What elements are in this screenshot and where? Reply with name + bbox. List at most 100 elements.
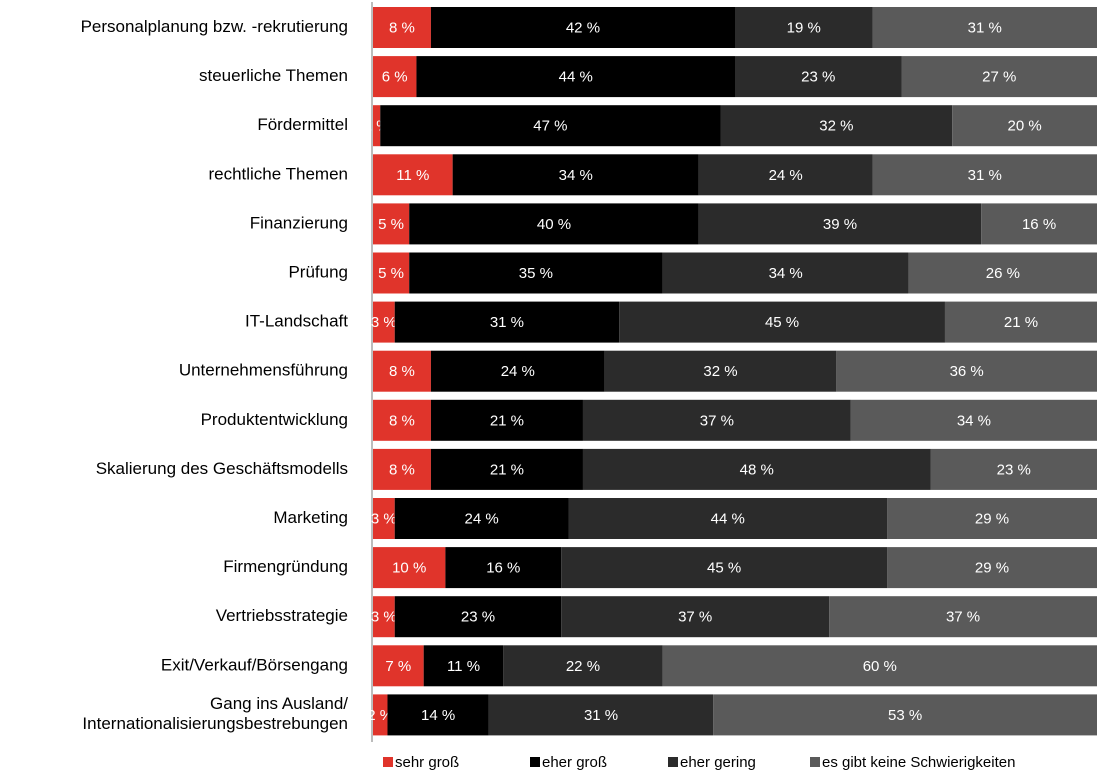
bar-segment bbox=[582, 399, 851, 441]
category-label: Finanzierung bbox=[250, 213, 348, 232]
bar-segment bbox=[952, 105, 1097, 147]
value-label: 5 % bbox=[378, 216, 404, 233]
value-label: 20 % bbox=[1007, 118, 1041, 135]
value-label: 45 % bbox=[707, 560, 741, 577]
bar-segment bbox=[981, 203, 1097, 245]
value-label: 8 % bbox=[389, 412, 415, 429]
value-label: 11 % bbox=[447, 658, 480, 675]
bar-segment bbox=[561, 547, 888, 589]
value-label: 40 % bbox=[537, 216, 571, 233]
value-label: 29 % bbox=[975, 560, 1009, 577]
value-label: 24 % bbox=[769, 167, 803, 184]
value-label: 31 % bbox=[584, 707, 618, 724]
value-label: 21 % bbox=[1004, 314, 1038, 331]
value-label: 34 % bbox=[769, 265, 803, 282]
legend-label: es gibt keine Schwierigkeiten bbox=[822, 754, 1015, 771]
bar-segment bbox=[735, 56, 902, 98]
bar-segment bbox=[409, 252, 663, 294]
value-label: 31 % bbox=[968, 167, 1002, 184]
legend-swatch bbox=[530, 757, 540, 767]
legend-swatch bbox=[668, 757, 678, 767]
value-label: 10 % bbox=[392, 560, 426, 577]
bar-segment bbox=[409, 203, 699, 245]
value-label: 53 % bbox=[888, 707, 922, 724]
bar-segment bbox=[380, 105, 721, 147]
category-label: Skalierung des Geschäftsmodells bbox=[96, 459, 348, 478]
value-label: 31 % bbox=[490, 314, 524, 331]
legend-label: sehr groß bbox=[395, 754, 459, 771]
bar-segment bbox=[568, 498, 888, 539]
legend-label: eher groß bbox=[542, 754, 607, 771]
bar-segment bbox=[829, 596, 1097, 638]
value-label: 11 % bbox=[396, 167, 429, 184]
bar-segment bbox=[735, 7, 873, 48]
legend-swatch bbox=[383, 757, 393, 767]
value-label: 31 % bbox=[968, 19, 1002, 36]
value-label: 6 % bbox=[382, 69, 408, 86]
bar-segment bbox=[930, 448, 1097, 490]
bar-segment bbox=[394, 596, 562, 638]
bar-segment bbox=[373, 694, 388, 736]
category-label: Personalplanung bzw. -rekrutierung bbox=[81, 17, 348, 36]
value-label: 7 % bbox=[385, 658, 411, 675]
bar-segment bbox=[850, 399, 1097, 441]
bar-segment bbox=[901, 56, 1097, 98]
value-label: 35 % bbox=[519, 265, 553, 282]
value-label: 37 % bbox=[946, 609, 980, 626]
value-label: 23 % bbox=[461, 609, 495, 626]
value-label: 36 % bbox=[950, 363, 984, 380]
category-label: steuerliche Themen bbox=[199, 66, 348, 85]
value-label: 23 % bbox=[801, 69, 835, 86]
value-label: 2 % bbox=[367, 707, 393, 724]
bar-segment bbox=[720, 105, 953, 147]
bar-segment bbox=[887, 498, 1097, 539]
value-label: 24 % bbox=[501, 363, 535, 380]
bar-segment bbox=[430, 399, 583, 441]
value-label: 45 % bbox=[765, 314, 799, 331]
bar-segment bbox=[394, 301, 620, 343]
bar-segment bbox=[373, 7, 431, 48]
legend-swatch bbox=[810, 757, 820, 767]
value-label: 47 % bbox=[533, 118, 567, 135]
bar-segment bbox=[373, 301, 395, 343]
value-label: 19 % bbox=[787, 19, 821, 36]
value-label: 48 % bbox=[740, 461, 774, 478]
bar-segment bbox=[698, 203, 982, 245]
value-label: 3 % bbox=[371, 609, 397, 626]
category-label: Unternehmensführung bbox=[179, 361, 348, 380]
bar-segment bbox=[908, 252, 1097, 294]
bar-segment bbox=[662, 252, 909, 294]
bar-segment bbox=[713, 694, 1097, 736]
bar-segment bbox=[452, 154, 699, 196]
value-label: 26 % bbox=[986, 265, 1020, 282]
value-label: 24 % bbox=[464, 510, 498, 527]
bar-segment bbox=[430, 350, 605, 392]
bar-segment bbox=[887, 547, 1097, 589]
bar-segment bbox=[373, 547, 446, 589]
bar-segment bbox=[373, 498, 395, 539]
value-label: 23 % bbox=[997, 461, 1031, 478]
bar-segment bbox=[488, 694, 714, 736]
value-label: 34 % bbox=[957, 412, 991, 429]
category-label: rechtliche Themen bbox=[208, 164, 348, 183]
bar-segment bbox=[698, 154, 873, 196]
value-label: 34 % bbox=[559, 167, 593, 184]
bar-segment bbox=[373, 645, 424, 687]
value-label: 3 % bbox=[371, 314, 397, 331]
bar-segment bbox=[582, 448, 931, 490]
bar-segment bbox=[503, 645, 663, 687]
value-label: 32 % bbox=[819, 118, 853, 135]
bar-segment bbox=[373, 596, 395, 638]
bar-segment bbox=[416, 56, 735, 98]
value-label: 37 % bbox=[700, 412, 734, 429]
value-label: 8 % bbox=[389, 19, 415, 36]
value-label: 44 % bbox=[559, 69, 593, 86]
category-label: Prüfung bbox=[288, 262, 348, 281]
value-label: 29 % bbox=[975, 510, 1009, 527]
value-label: 60 % bbox=[863, 658, 897, 675]
bar-segment bbox=[373, 56, 417, 98]
bar-segment bbox=[662, 645, 1097, 687]
category-label: Produktentwicklung bbox=[201, 410, 348, 429]
category-label: IT-Landschaft bbox=[245, 312, 348, 331]
